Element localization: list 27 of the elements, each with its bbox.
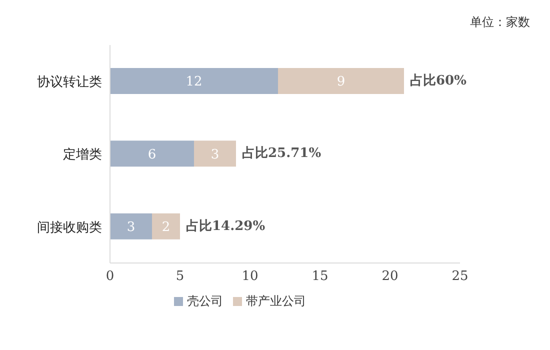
data-label: 3 bbox=[210, 147, 220, 162]
legend-label: 壳公司 bbox=[187, 294, 223, 308]
total-label: 占比14.29% bbox=[186, 218, 266, 234]
bar bbox=[110, 213, 152, 240]
bar bbox=[194, 140, 236, 167]
data-label: 9 bbox=[336, 74, 346, 90]
data-label: 12 bbox=[186, 74, 202, 90]
y-tick-label: 协议转让类 bbox=[37, 74, 102, 90]
x-tick-label: 15 bbox=[312, 269, 328, 284]
bar bbox=[110, 68, 278, 94]
y-tick-label: 定增类 bbox=[63, 148, 102, 163]
x-tick-label: 25 bbox=[452, 269, 468, 284]
data-label: 2 bbox=[162, 220, 170, 235]
y-tick-label: 间接收购类 bbox=[37, 220, 102, 236]
x-tick-label: 0 bbox=[106, 269, 114, 284]
bar bbox=[152, 213, 180, 240]
x-tick-label: 20 bbox=[382, 269, 398, 284]
bar bbox=[110, 140, 194, 167]
text: 单位：家数 bbox=[470, 14, 530, 31]
x-tick-label: 10 bbox=[242, 269, 258, 284]
x-tick-label: 5 bbox=[176, 269, 184, 284]
bar bbox=[278, 68, 404, 94]
total-label: 占比60% bbox=[410, 74, 468, 88]
data-label: 6 bbox=[148, 147, 156, 162]
legend-label: 带产业公司 bbox=[246, 294, 306, 308]
data-label: 3 bbox=[126, 220, 136, 235]
total-label: 占比25.71% bbox=[242, 146, 322, 162]
